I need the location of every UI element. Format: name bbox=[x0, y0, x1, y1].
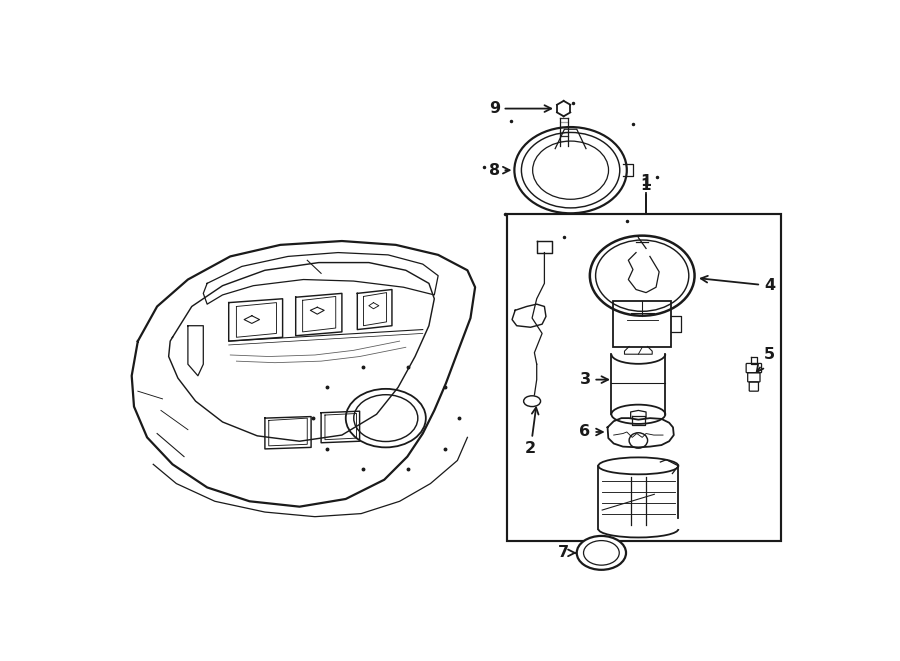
Text: 9: 9 bbox=[489, 101, 551, 116]
Text: 4: 4 bbox=[701, 276, 775, 293]
Bar bbox=[508, 214, 781, 541]
Text: 1: 1 bbox=[641, 178, 652, 192]
Ellipse shape bbox=[598, 457, 679, 475]
Ellipse shape bbox=[346, 389, 426, 447]
Text: 8: 8 bbox=[489, 163, 509, 178]
Ellipse shape bbox=[577, 536, 626, 570]
Text: 7: 7 bbox=[558, 545, 575, 561]
Bar bbox=[613, 301, 671, 347]
Ellipse shape bbox=[590, 235, 695, 316]
Text: 6: 6 bbox=[580, 424, 603, 440]
Text: 3: 3 bbox=[580, 372, 608, 387]
Text: 5: 5 bbox=[757, 348, 775, 372]
Ellipse shape bbox=[515, 127, 626, 214]
Text: 2: 2 bbox=[525, 407, 538, 456]
Text: 1: 1 bbox=[641, 175, 652, 190]
